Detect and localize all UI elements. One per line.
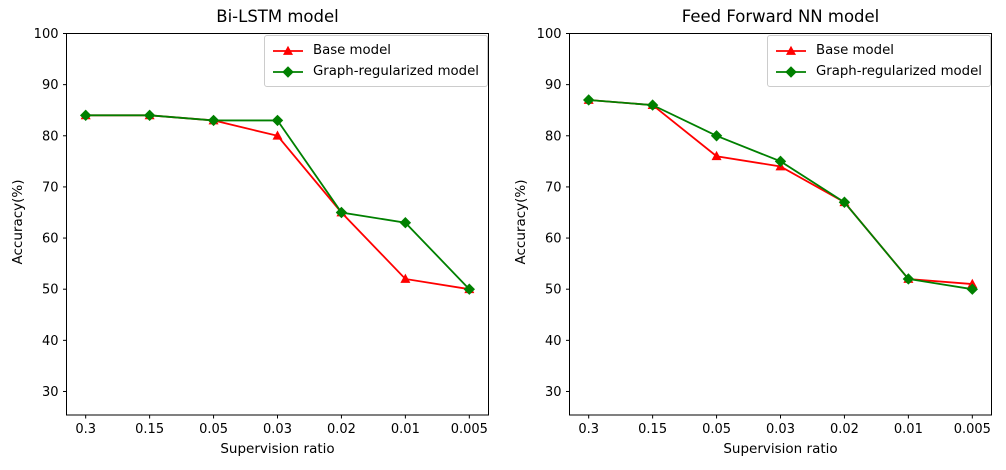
x-tick-label: 0.01 xyxy=(391,422,420,437)
legend: Base model Graph-regularized model xyxy=(263,35,488,87)
data-point-marker xyxy=(967,278,978,288)
x-tick-label: 0.03 xyxy=(263,422,292,437)
y-tick-label: 30 xyxy=(42,385,59,400)
y-tick-label: 60 xyxy=(42,232,59,247)
data-point-marker xyxy=(774,155,787,168)
data-point-marker xyxy=(271,114,284,127)
y-tick-label: 100 xyxy=(34,27,59,42)
y-tick-label: 80 xyxy=(545,129,562,144)
legend-item-base-model: Base model xyxy=(775,40,982,61)
subplot-bilstm: Bi-LSTM model 30 40 50 60 70 80 90 100 0.3 0.15 0.… xyxy=(10,7,489,457)
data-point-marker xyxy=(207,114,220,127)
y-axis-label: Accuracy(%) xyxy=(10,179,26,265)
x-tick-label: 0.05 xyxy=(199,422,228,437)
data-point-marker xyxy=(335,206,348,219)
legend-graph-regularized-marker-icon xyxy=(775,65,806,78)
legend-base-model-marker-icon xyxy=(272,45,303,55)
data-point-marker xyxy=(463,283,476,295)
series-line xyxy=(85,114,470,291)
x-tick-label: 0.02 xyxy=(327,422,356,437)
legend-base-model-marker-icon xyxy=(775,45,806,55)
x-tick-label: 0.005 xyxy=(954,422,991,437)
legend-marker xyxy=(282,45,293,55)
axes-spines xyxy=(66,33,489,416)
legend-item-graph-regularized-model: Graph-regularized model xyxy=(775,61,982,82)
y-tick-label: 50 xyxy=(42,283,59,298)
y-tick-label: 30 xyxy=(545,385,562,400)
chart-title: Bi-LSTM model xyxy=(216,7,339,26)
x-tick-label: 0.005 xyxy=(451,422,488,437)
series-line xyxy=(85,114,470,290)
axes-spines xyxy=(569,33,992,416)
legend-item-graph-regularized-model: Graph-regularized model xyxy=(272,61,479,82)
data-point-marker xyxy=(272,130,283,140)
series-line xyxy=(588,99,973,285)
legend-label: Graph-regularized model xyxy=(815,64,982,79)
data-point-marker xyxy=(710,130,723,142)
x-tick-label: 0.03 xyxy=(766,422,795,437)
x-tick-label: 0.01 xyxy=(894,422,923,437)
legend-item-base-model: Base model xyxy=(272,40,479,61)
x-tick-label: 0.3 xyxy=(578,422,599,437)
data-point-marker xyxy=(582,94,595,106)
y-tick-label: 60 xyxy=(545,232,562,247)
x-tick-label: 0.15 xyxy=(638,422,667,437)
y-tick-label: 70 xyxy=(545,180,562,195)
x-tick-label: 0.05 xyxy=(702,422,731,437)
y-tick-label: 70 xyxy=(42,180,59,195)
x-tick-label: 0.15 xyxy=(135,422,164,437)
y-tick-label: 80 xyxy=(42,129,59,144)
chart-title: Feed Forward NN model xyxy=(681,7,880,26)
data-point-marker xyxy=(902,273,915,285)
legend-marker xyxy=(785,45,796,55)
data-point-marker xyxy=(143,109,156,122)
x-axis-label: Supervision ratio xyxy=(723,441,838,457)
legend-marker xyxy=(282,65,294,78)
y-tick-label: 100 xyxy=(537,27,562,42)
legend-label: Graph-regularized model xyxy=(312,64,479,79)
y-tick-label: 90 xyxy=(42,78,59,93)
data-point-marker xyxy=(79,109,92,122)
y-tick-label: 50 xyxy=(545,283,562,298)
data-point-marker xyxy=(400,273,411,283)
data-point-marker xyxy=(711,150,722,161)
subplot-feed-forward-nn: Feed Forward NN model 30 40 50 60 70 80 90 100 0… xyxy=(503,0,1006,470)
legend-graph-regularized-marker-icon xyxy=(272,65,303,78)
y-tick-label: 90 xyxy=(545,78,562,93)
x-tick-label: 0.02 xyxy=(830,422,859,437)
x-tick-label: 0.3 xyxy=(75,422,96,437)
data-point-marker xyxy=(966,283,979,295)
y-tick-label: 40 xyxy=(545,334,562,349)
legend-label: Base model xyxy=(815,43,894,58)
data-point-marker xyxy=(399,217,412,229)
series-line xyxy=(588,99,973,291)
y-axis-label: Accuracy(%) xyxy=(513,179,529,265)
x-axis-label: Supervision ratio xyxy=(220,441,335,457)
legend: Base model Graph-regularized model xyxy=(766,35,991,87)
y-tick-label: 40 xyxy=(42,334,59,349)
legend-marker xyxy=(785,65,797,78)
plot-canvas: 30 40 50 60 70 80 90 100 0.3 0.15 0.05 0.03 0.02 0.01… xyxy=(537,27,992,437)
plot-canvas: 30 40 50 60 70 80 90 100 0.3 0.15 0.05 0.03 0.02 0.01… xyxy=(34,27,489,437)
data-point-marker xyxy=(646,99,659,111)
legend-label: Base model xyxy=(312,43,391,58)
